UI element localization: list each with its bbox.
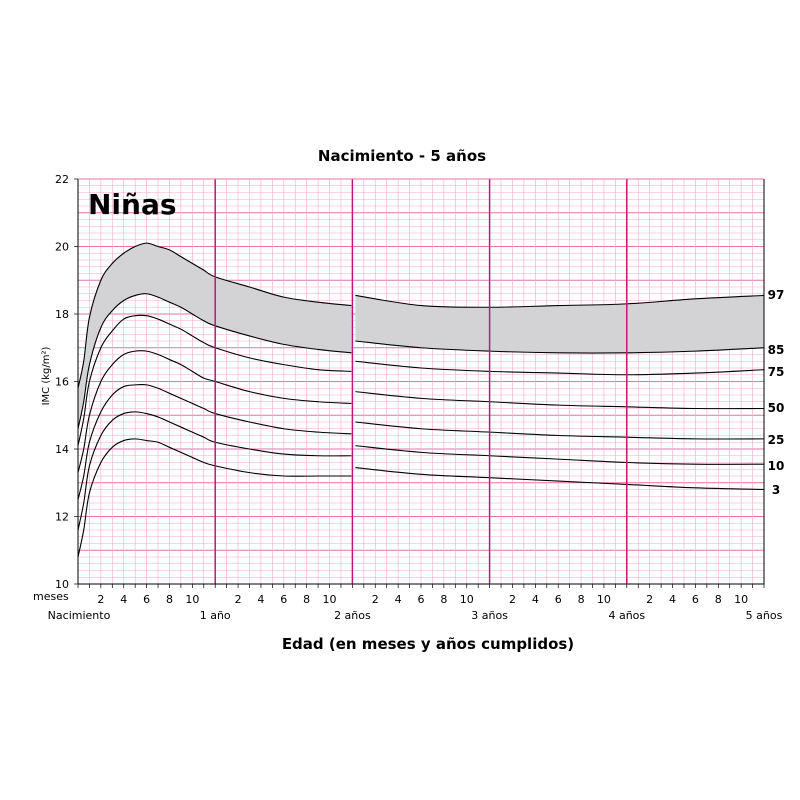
x-month-tick-label: 4 [532, 593, 539, 606]
x-month-tick-label: 4 [395, 593, 402, 606]
sex-badge: Niñas [88, 188, 177, 221]
x-month-tick-label: 10 [460, 593, 474, 606]
x-year-label: 3 años [471, 609, 508, 622]
percentile-curve-97 [77, 242, 352, 389]
x-month-tick-label: 2 [646, 593, 653, 606]
axes-frame [74, 178, 765, 588]
percentile-label-85: 85 [768, 343, 785, 357]
x-month-tick-label: 4 [669, 593, 676, 606]
percentile-curve-10 [77, 411, 352, 531]
x-month-tick-label: 8 [303, 593, 310, 606]
percentile-curve-25 [77, 384, 352, 500]
x-month-tick-label: 8 [715, 593, 722, 606]
x-month-tick-label: 6 [143, 593, 150, 606]
percentile-curve-25 [355, 421, 765, 440]
percentile-curve-50 [355, 391, 765, 410]
percentile-curve-10 [355, 445, 765, 465]
chart-title: Nacimiento - 5 años [318, 147, 486, 165]
x-month-tick-label: 6 [692, 593, 699, 606]
percentile-labels: 97 85 75 50 25 10 3 [768, 288, 785, 497]
y-tick-label: 10 [55, 578, 69, 591]
percentile-curve-3 [77, 438, 352, 558]
x-month-tick-label: 6 [555, 593, 562, 606]
year-divider-lines [214, 179, 628, 584]
percentile-label-50: 50 [768, 401, 785, 415]
x-year-label: 2 años [334, 609, 371, 622]
x-month-tick-label: 10 [185, 593, 199, 606]
months-label: meses [33, 590, 69, 603]
percentile-label-3: 3 [772, 483, 780, 497]
percentile-curve-97 [355, 294, 765, 308]
percentile-label-25: 25 [768, 433, 785, 447]
y-tick-label: 22 [55, 173, 69, 186]
x-month-tick-label: 10 [323, 593, 337, 606]
x-year-label: 1 año [200, 609, 231, 622]
y-tick-label: 14 [55, 443, 69, 456]
y-tick-label: 16 [55, 376, 69, 389]
x-month-tick-label: 2 [97, 593, 104, 606]
y-tick-labels: 10 12 14 16 18 20 22 [55, 173, 69, 591]
x-month-tick-label: 10 [734, 593, 748, 606]
x-month-tick-label: 8 [166, 593, 173, 606]
percentile-label-75: 75 [768, 365, 785, 379]
x-month-tick-label: 4 [257, 593, 264, 606]
x-month-tick-label: 2 [509, 593, 516, 606]
x-month-tick-label: 2 [372, 593, 379, 606]
shaded-band-85-97 [78, 243, 764, 429]
percentile-curve-75 [77, 314, 352, 446]
x-year-label: 4 años [608, 609, 645, 622]
x-tick-labels: 2 4 6 8 10 2 4 6 8 10 2 4 6 8 10 2 4 6 8 10 2 4 6 8 10 Nacimiento… [48, 593, 783, 622]
x-month-tick-label: 4 [120, 593, 127, 606]
band-fill [78, 243, 352, 429]
y-tick-label: 12 [55, 511, 69, 524]
x-year-label: Nacimiento [48, 609, 111, 622]
y-axis-label: IMC (kg/m²) [41, 347, 52, 406]
percentile-curve-85 [355, 340, 765, 354]
band-fill [355, 295, 764, 354]
x-month-tick-label: 2 [235, 593, 242, 606]
x-month-tick-label: 10 [597, 593, 611, 606]
x-month-tick-label: 6 [418, 593, 425, 606]
percentile-label-97: 97 [768, 288, 785, 302]
percentile-curves [77, 242, 765, 558]
y-tick-label: 18 [55, 308, 69, 321]
y-tick-label: 20 [55, 241, 69, 254]
percentile-curve-85 [77, 293, 352, 429]
chart-grid [78, 178, 764, 585]
percentile-curve-75 [355, 360, 765, 376]
x-month-tick-label: 8 [578, 593, 585, 606]
x-month-tick-label: 8 [440, 593, 447, 606]
x-month-tick-label: 6 [280, 593, 287, 606]
x-axis-label: Edad (en meses y años cumplidos) [282, 635, 574, 653]
percentile-label-10: 10 [768, 459, 785, 473]
x-year-label: 5 años [746, 609, 783, 622]
percentile-curve-50 [77, 350, 352, 473]
percentile-curve-3 [355, 467, 765, 491]
